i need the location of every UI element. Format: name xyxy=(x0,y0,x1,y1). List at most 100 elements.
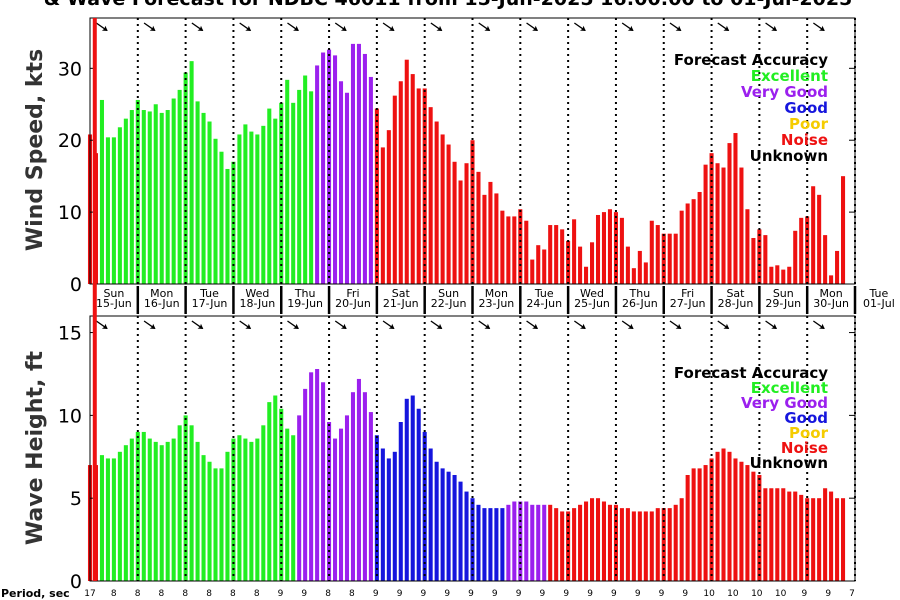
legend-very-good: Very Good xyxy=(741,394,828,412)
wave-direction-arrow xyxy=(717,320,730,330)
date-label: 25-Jun xyxy=(574,297,610,310)
wind-bar xyxy=(380,147,385,284)
wind-bar xyxy=(727,143,732,284)
wave-bar xyxy=(560,511,565,581)
wind-bar xyxy=(171,98,176,285)
day-of-week-label: Mon xyxy=(150,287,173,300)
wave-bar xyxy=(584,501,589,581)
wave-direction-arrow xyxy=(812,320,825,330)
arrow-head xyxy=(580,323,586,330)
wind-bar xyxy=(566,240,571,284)
wave-y-tick-label: 0 xyxy=(70,571,82,593)
wind-bar xyxy=(428,107,433,285)
wave-bar xyxy=(649,511,654,581)
day-of-week-label: Sat xyxy=(726,287,745,300)
wave-bar xyxy=(709,458,714,581)
wind-bar xyxy=(506,216,511,284)
wave-bar xyxy=(637,511,642,581)
wind-bar xyxy=(219,151,224,284)
wind-bar xyxy=(201,112,206,285)
date-label: 22-Jun xyxy=(431,297,467,310)
wave-bar xyxy=(703,465,708,581)
wave-bar xyxy=(135,431,140,581)
wind-bar xyxy=(787,266,792,284)
wind-bar xyxy=(548,225,553,284)
wind-direction-arrow xyxy=(334,22,347,32)
wind-bar xyxy=(721,167,726,284)
wind-bar xyxy=(368,76,373,284)
period-value: 8 xyxy=(349,589,355,599)
wave-bar xyxy=(279,408,284,581)
wind-direction-arrow xyxy=(143,22,156,32)
wave-bar xyxy=(619,508,624,582)
wind-bar xyxy=(362,53,367,285)
wave-bar xyxy=(237,435,242,581)
wind-bar xyxy=(183,72,188,284)
wave-bar xyxy=(171,438,176,581)
wave-bar xyxy=(590,498,595,581)
wave-bar xyxy=(500,508,505,582)
wind-bar xyxy=(177,89,182,284)
arrow-head xyxy=(532,323,539,330)
wave-bar xyxy=(823,488,828,581)
wind-bar xyxy=(434,121,439,285)
period-value: 9 xyxy=(301,589,307,599)
wave-bar xyxy=(482,508,487,582)
wind-bar xyxy=(392,95,397,284)
wave-direction-arrow xyxy=(287,320,299,330)
day-of-week-label: Mon xyxy=(485,287,508,300)
wind-bar xyxy=(315,65,320,284)
period-value: 10 xyxy=(751,589,763,599)
day-of-week-label: Wed xyxy=(245,287,269,300)
period-value: 9 xyxy=(373,589,379,599)
wind-bar xyxy=(404,59,409,285)
period-value: 8 xyxy=(135,589,141,599)
date-label: 26-Jun xyxy=(622,297,658,310)
wave-bar xyxy=(542,504,547,581)
wave-bar xyxy=(613,504,618,581)
wind-accuracy-legend: Forecast Accuracy Excellent Very Good Go… xyxy=(674,51,829,165)
arrow-head xyxy=(675,323,682,330)
wave-bar xyxy=(213,468,218,582)
period-value: 17 xyxy=(84,589,95,599)
wave-plot-frame xyxy=(89,315,856,582)
legend-title: Forecast Accuracy xyxy=(674,364,828,382)
wind-bar xyxy=(482,194,487,284)
wave-bar xyxy=(733,458,738,581)
wind-bar xyxy=(111,137,116,284)
wind-bar xyxy=(446,144,451,284)
wind-bar xyxy=(709,153,714,284)
arrow-head xyxy=(819,25,825,32)
wave-bar xyxy=(159,445,164,581)
wind-bar xyxy=(613,212,618,284)
day-of-week-label: Tue xyxy=(199,287,219,300)
wave-bar xyxy=(111,458,116,581)
day-of-week-label: Thu xyxy=(294,287,316,300)
legend-title: Forecast Accuracy xyxy=(674,51,828,69)
date-label: 29-Jun xyxy=(765,297,801,310)
date-label: 24-Jun xyxy=(526,297,562,310)
wave-bar xyxy=(243,438,248,581)
wind-bar xyxy=(291,102,296,284)
wind-bar xyxy=(584,266,589,284)
wind-bar xyxy=(590,242,595,284)
arrow-head xyxy=(771,323,778,330)
period-label: Period, sec xyxy=(1,587,70,600)
wind-bar xyxy=(398,81,403,284)
wind-bar xyxy=(560,229,565,284)
wave-bar xyxy=(350,392,355,581)
wind-bar xyxy=(649,220,654,284)
arrow-head xyxy=(532,25,539,32)
wind-bar xyxy=(673,233,678,284)
arrow-head xyxy=(149,323,156,330)
wind-bar xyxy=(207,121,212,285)
wave-direction-arrow xyxy=(430,320,443,330)
wind-bars xyxy=(87,43,846,285)
arrow-head xyxy=(293,25,299,32)
wave-bars xyxy=(87,369,846,582)
wave-bar xyxy=(225,451,230,581)
wind-y-tick-label: 0 xyxy=(70,274,82,296)
wind-bar xyxy=(733,133,738,284)
wave-bar xyxy=(625,508,630,582)
